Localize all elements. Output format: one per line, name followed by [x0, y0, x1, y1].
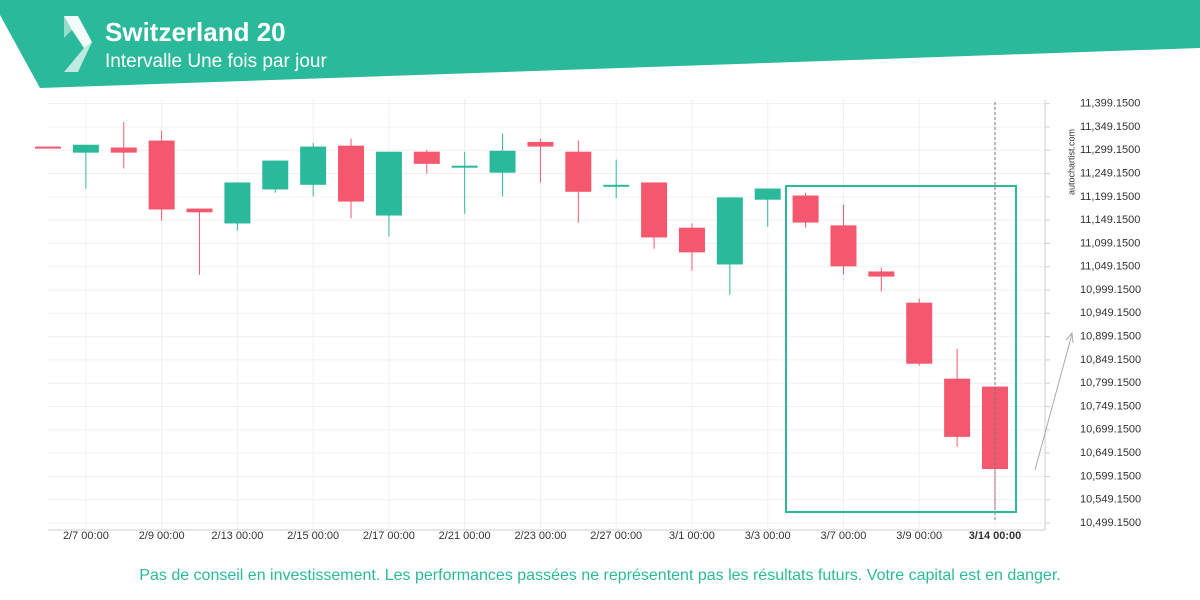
watermark: autochartist.com: [1066, 129, 1076, 195]
x-tick-label: 2/15 00:00: [287, 530, 339, 542]
header-band: [0, 0, 1200, 88]
candle-body: [641, 182, 668, 238]
y-tick-label: 11,249.1500: [1080, 167, 1140, 179]
y-tick-label: 10,499.1500: [1080, 517, 1141, 529]
candle-body: [944, 378, 971, 437]
candle-body: [527, 141, 554, 147]
candle-body: [224, 182, 251, 224]
logo: [64, 16, 92, 72]
candle-body: [375, 151, 402, 216]
y-tick-label: 11,399.1500: [1080, 98, 1140, 110]
y-tick-label: 10,899.1500: [1080, 331, 1141, 343]
candle-body: [754, 188, 781, 200]
x-tick-label: 2/27 00:00: [590, 530, 642, 542]
x-tick-label: 2/17 00:00: [363, 530, 415, 542]
x-tick-label: 3/9 00:00: [896, 530, 942, 542]
plot: 10,499.1500 10,549.1500 10,599.1500 10,649.…: [35, 98, 1141, 542]
y-tick-label: 10,549.1500: [1080, 494, 1141, 506]
candle-body: [678, 227, 705, 253]
candle-body: [792, 195, 819, 223]
x-tick-label: 2/13 00:00: [211, 530, 263, 542]
x-tick-label: 3/3 00:00: [745, 530, 791, 542]
y-tick-label: 10,849.1500: [1080, 354, 1141, 366]
candle-body: [72, 144, 99, 153]
forecast-arrow: [1034, 331, 1074, 471]
y-tick-label: 10,699.1500: [1080, 424, 1141, 436]
candle-body: [489, 150, 516, 173]
x-tick-label: 2/23 00:00: [514, 530, 566, 542]
pattern-box: [785, 185, 1017, 513]
x-tick-label: 3/1 00:00: [669, 530, 715, 542]
y-tick-label: 10,649.1500: [1080, 447, 1141, 459]
candle-body: [830, 225, 857, 267]
candle-body: [300, 146, 327, 185]
candle-body: [906, 302, 933, 364]
y-tick-label: 10,599.1500: [1080, 470, 1141, 482]
candle-body: [110, 147, 137, 153]
y-tick-label: 11,099.1500: [1080, 237, 1140, 249]
x-tick-label: 2/21 00:00: [439, 530, 491, 542]
x-tick-label: 2/7 00:00: [63, 530, 109, 542]
candle-body: [413, 151, 440, 164]
y-tick-label: 11,349.1500: [1080, 121, 1140, 133]
y-tick-label: 11,149.1500: [1080, 214, 1140, 226]
x-tick-label: 3/7 00:00: [821, 530, 867, 542]
y-tick-label: 10,949.1500: [1080, 307, 1141, 319]
candle-body: [262, 160, 289, 190]
y-tick-label: 11,199.1500: [1080, 191, 1140, 203]
candle-body: [603, 184, 630, 187]
candle-body: [868, 271, 895, 277]
chart-subtitle: Intervalle Une fois par jour: [105, 51, 327, 72]
candle-body: [451, 165, 478, 168]
candle-body: [35, 146, 61, 149]
candle-body: [186, 208, 213, 213]
y-tick-label: 10,999.1500: [1080, 284, 1141, 296]
candle-body: [338, 145, 365, 202]
y-tick-label: 10,799.1500: [1080, 377, 1141, 389]
x-tick-label: 3/14 00:00: [969, 530, 1022, 542]
chart-title: Switzerland 20: [105, 17, 286, 47]
candle-body: [565, 151, 592, 192]
disclaimer: Pas de conseil en investissement. Les pe…: [139, 567, 1060, 584]
y-tick-label: 10,749.1500: [1080, 400, 1141, 412]
candle-body: [148, 140, 175, 210]
x-tick-label: 2/9 00:00: [139, 530, 185, 542]
candle-body: [716, 197, 743, 265]
y-tick-label: 11,049.1500: [1080, 261, 1140, 273]
y-tick-label: 11,299.1500: [1080, 144, 1140, 156]
